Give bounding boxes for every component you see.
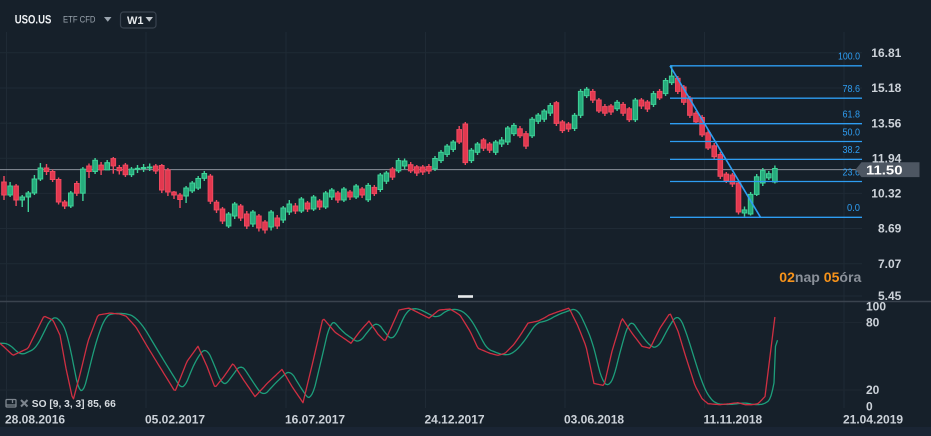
svg-text:24.12.2017: 24.12.2017 — [425, 413, 485, 427]
svg-text:28.08.2016: 28.08.2016 — [5, 413, 65, 427]
svg-text:USO.US: USO.US — [15, 13, 52, 27]
svg-text:21.04.2019: 21.04.2019 — [843, 413, 903, 427]
svg-text:50.0: 50.0 — [843, 127, 861, 138]
svg-text:16.81: 16.81 — [871, 46, 901, 60]
svg-text:78.6: 78.6 — [843, 84, 861, 95]
svg-text:03.06.2018: 03.06.2018 — [564, 413, 624, 427]
svg-text:10.32: 10.32 — [871, 187, 901, 201]
svg-text:61.8: 61.8 — [843, 110, 861, 121]
svg-text:23.6: 23.6 — [843, 167, 861, 178]
svg-text:8.69: 8.69 — [878, 222, 902, 236]
svg-text:100: 100 — [866, 300, 886, 314]
svg-text:5.45: 5.45 — [878, 289, 902, 303]
svg-text:20: 20 — [866, 383, 880, 397]
svg-text:80: 80 — [866, 316, 880, 330]
svg-text:15.18: 15.18 — [871, 81, 901, 95]
svg-text:38.2: 38.2 — [843, 145, 861, 156]
svg-text:11.94: 11.94 — [872, 151, 902, 165]
svg-text:02nap 05óra: 02nap 05óra — [779, 270, 862, 285]
svg-text:11.11.2018: 11.11.2018 — [704, 413, 763, 427]
svg-text:05.02.2017: 05.02.2017 — [145, 413, 205, 427]
svg-text:7.07: 7.07 — [878, 257, 902, 271]
svg-text:11.50: 11.50 — [866, 162, 903, 177]
svg-text:W1: W1 — [127, 15, 144, 27]
svg-text:13.56: 13.56 — [871, 116, 901, 130]
svg-text:SO [9, 3, 3] 85, 66: SO [9, 3, 3] 85, 66 — [32, 398, 116, 410]
svg-text:16.07.2017: 16.07.2017 — [285, 413, 345, 427]
svg-text:0: 0 — [866, 400, 873, 414]
svg-text:100.0: 100.0 — [838, 52, 860, 63]
svg-text:ETF CFD: ETF CFD — [63, 15, 96, 25]
svg-text:0.0: 0.0 — [847, 203, 860, 214]
